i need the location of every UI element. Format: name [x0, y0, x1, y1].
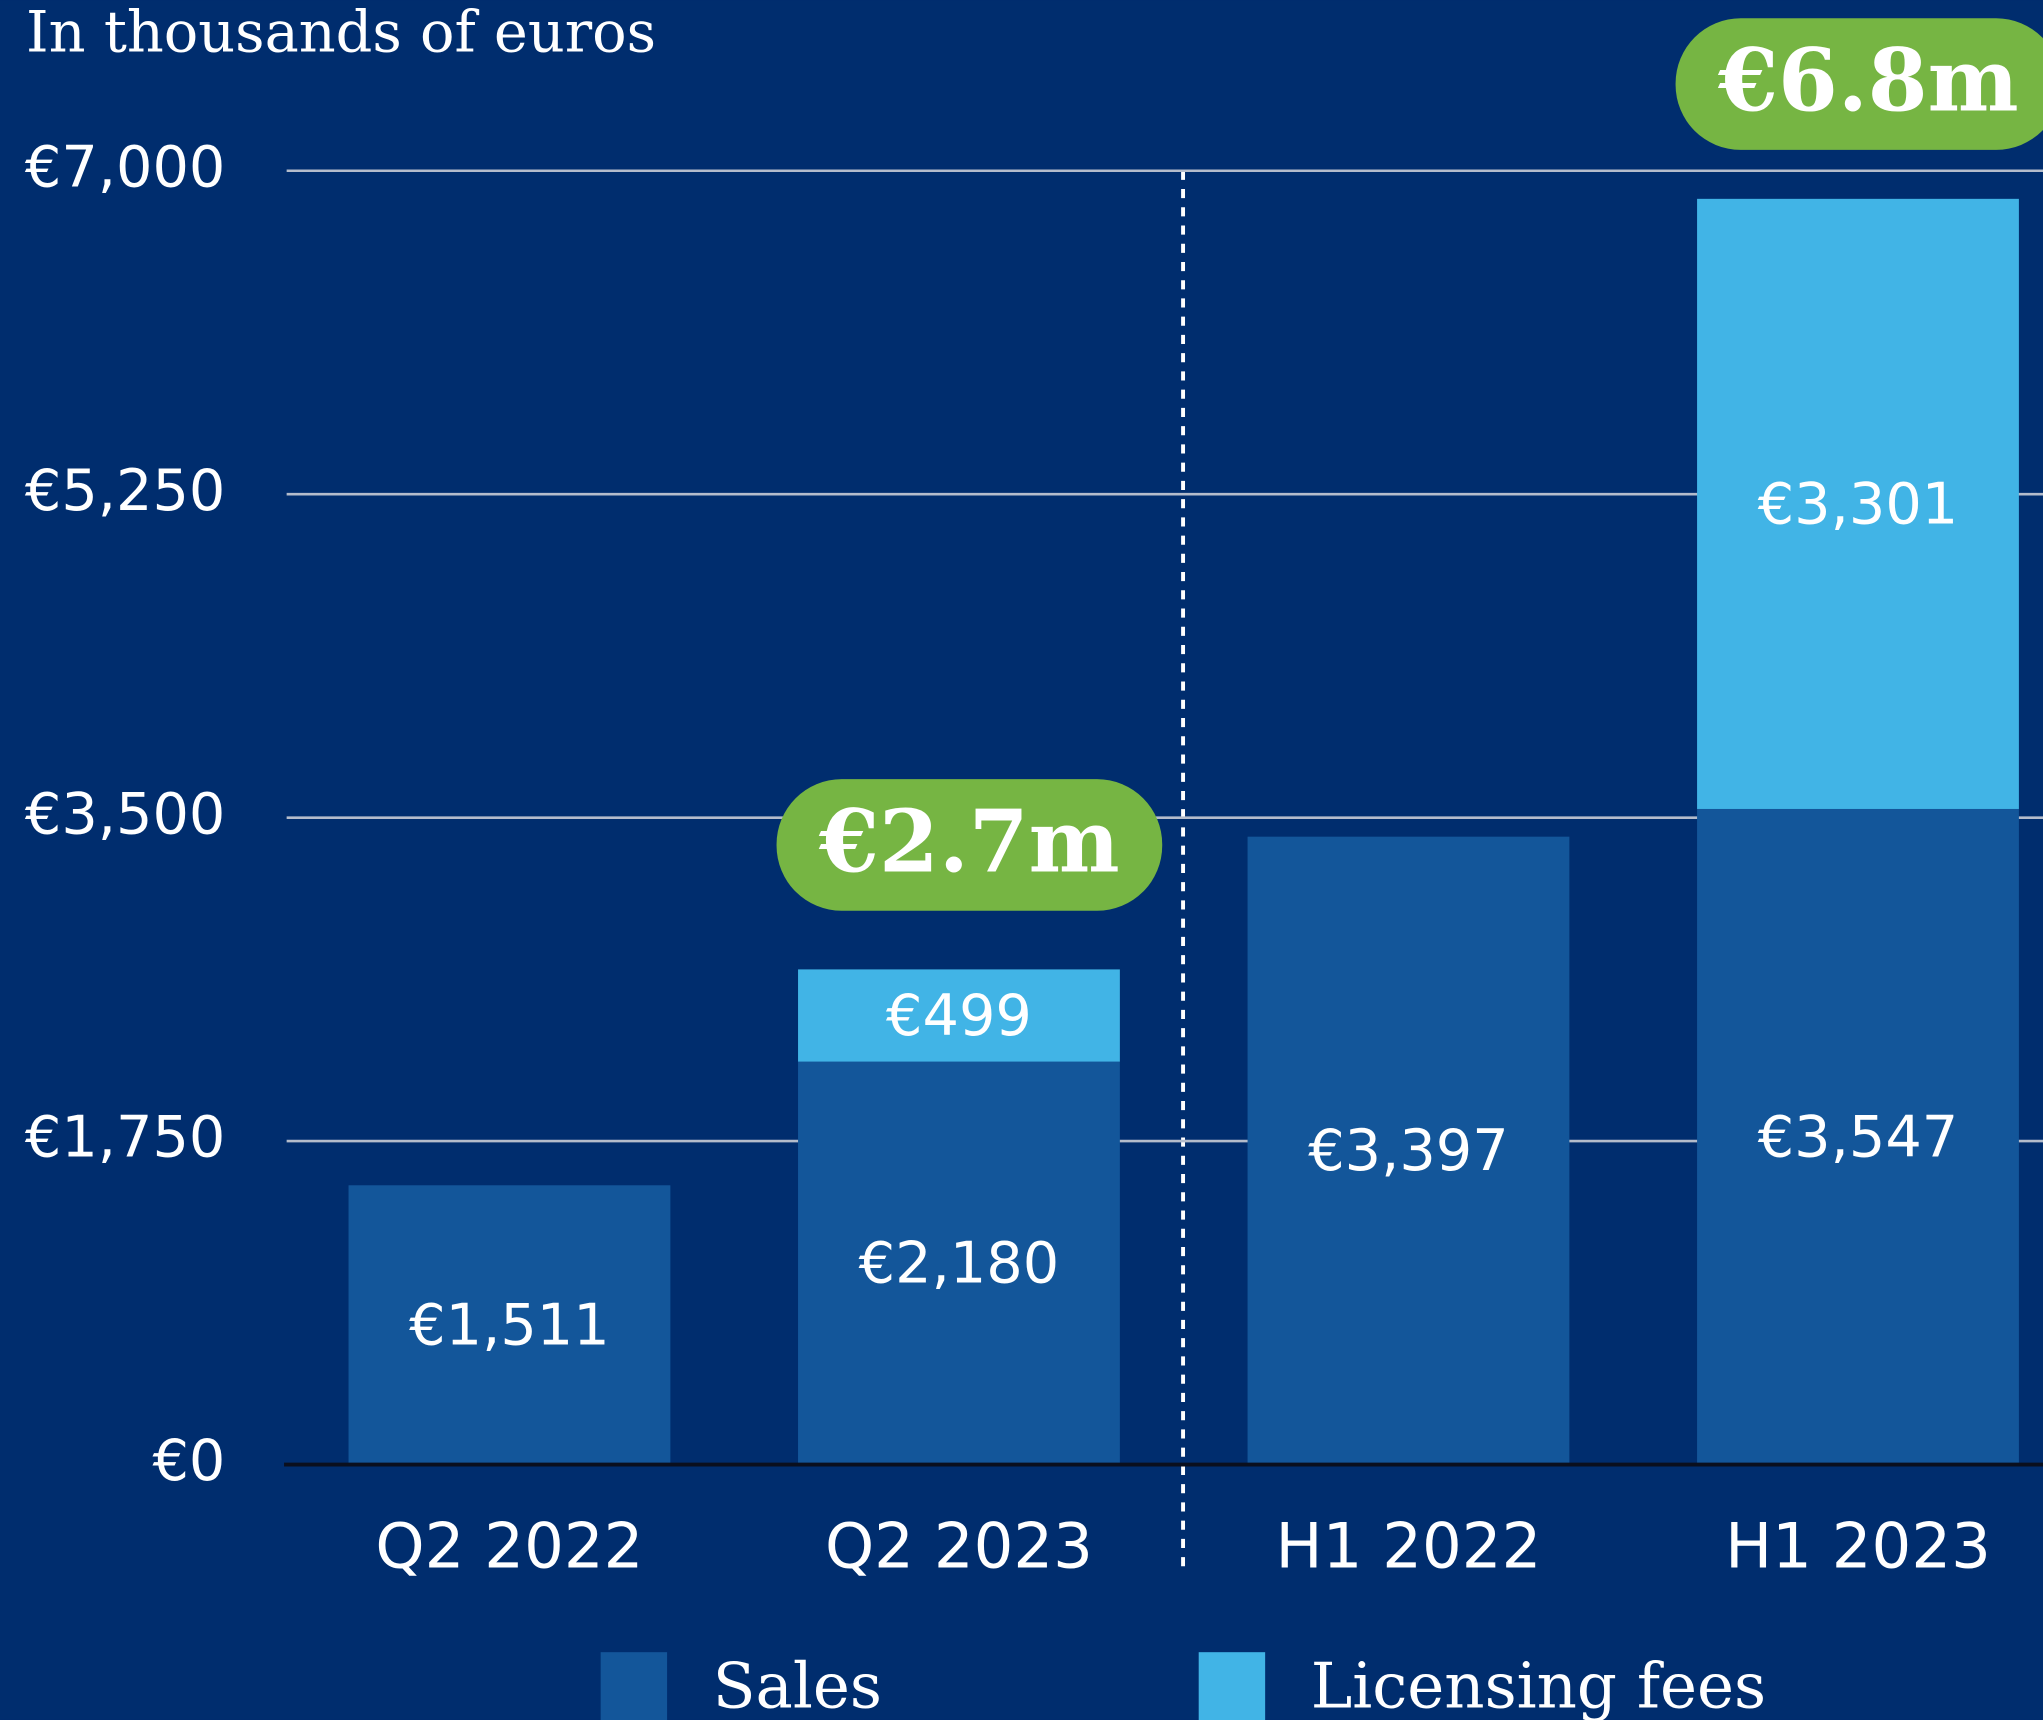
total-pill	[776, 779, 1163, 911]
bar-segment	[798, 969, 1120, 1062]
x-tick-label: Q2 2022	[375, 1510, 643, 1583]
bar-segment	[1697, 198, 2019, 809]
data-label: €3,397	[1308, 1117, 1509, 1184]
legend-label: Sales	[713, 1649, 882, 1720]
y-tick-label: €7,000	[25, 133, 226, 200]
bar-segment	[1697, 808, 2019, 1465]
x-tick-label: Q2 2023	[825, 1510, 1093, 1583]
data-label: €2,180	[859, 1230, 1060, 1297]
x-tick-label: H1 2022	[1276, 1510, 1542, 1583]
chart-subtitle: In thousands of euros	[26, 0, 656, 66]
legend-swatch	[1198, 1652, 1266, 1720]
y-tick-label: €0	[152, 1427, 225, 1494]
data-label: €3,301	[1758, 470, 1959, 537]
data-label: €499	[886, 982, 1032, 1049]
y-tick-label: €3,500	[25, 780, 226, 847]
legend-label: Licensing fees	[1311, 1649, 1766, 1720]
data-label: €3,547	[1758, 1103, 1959, 1170]
total-label: €6.8m	[1717, 31, 2018, 132]
bar-segment	[348, 1185, 671, 1465]
bar-segment	[1247, 836, 1570, 1465]
y-tick-label: €5,250	[25, 457, 226, 524]
y-tick-label: €1,750	[25, 1104, 226, 1171]
x-tick-label: H1 2023	[1725, 1510, 1991, 1583]
bar-segment	[798, 1061, 1120, 1465]
legend-swatch	[600, 1652, 668, 1720]
total-label: €2.7m	[818, 791, 1119, 892]
total-pill	[1675, 18, 2043, 150]
data-label: €1,511	[409, 1291, 610, 1358]
